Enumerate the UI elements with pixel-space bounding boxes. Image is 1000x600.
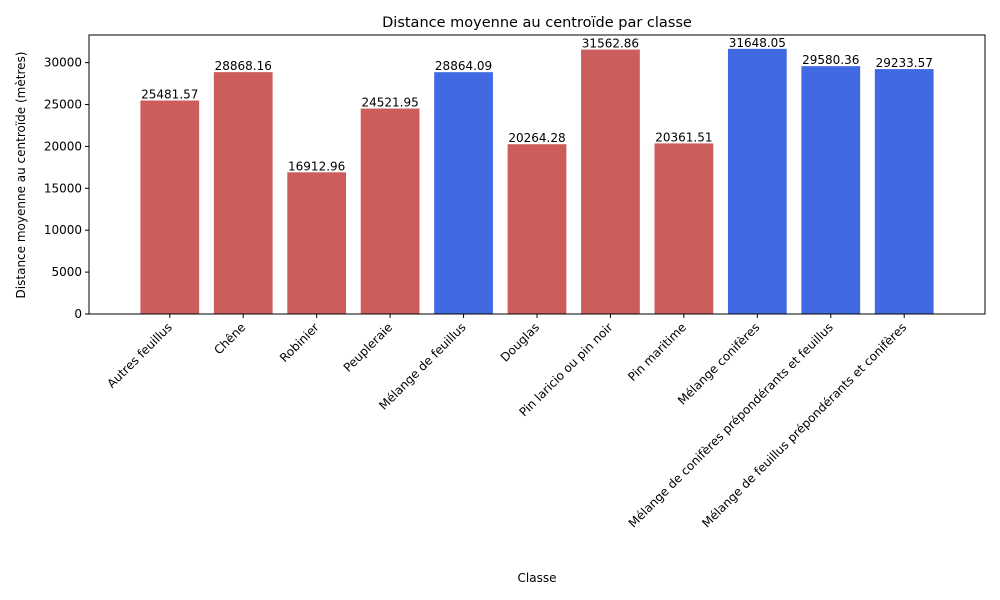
bar xyxy=(581,49,640,315)
y-axis: 0 5000 10000 15000 20000 25000 30000 xyxy=(44,56,89,321)
y-axis-title: Distance moyenne au centroïde (mètres) xyxy=(14,52,28,299)
x-axis: Autres feuillus Chêne Robinier Peupleraie Mé… xyxy=(104,314,909,530)
bar-value-label: 31648.05 xyxy=(729,36,786,50)
bar xyxy=(874,69,934,314)
bar-value-label: 28868.16 xyxy=(215,59,272,73)
data-labels-layer: 25481.57 28868.16 16912.96 24521.95 28864.09… xyxy=(141,36,933,173)
bar-value-label: 20361.51 xyxy=(655,130,712,144)
x-tick-label: Autres feuillus xyxy=(104,320,175,391)
x-axis-title: Classe xyxy=(518,571,557,585)
x-tick-label: Pin maritime xyxy=(625,320,689,384)
y-tick-label: 5000 xyxy=(51,265,82,279)
x-tick-label: Douglas xyxy=(498,320,542,364)
bar xyxy=(140,100,200,314)
bar-value-label: 25481.57 xyxy=(141,88,198,102)
x-tick-label: Chêne xyxy=(211,320,248,357)
bar xyxy=(654,143,714,314)
plot-frame xyxy=(88,34,986,315)
y-tick-label: 30000 xyxy=(44,56,82,70)
y-tick-label: 0 xyxy=(74,307,82,321)
bar xyxy=(213,72,273,315)
bar-value-label: 31562.86 xyxy=(582,37,639,51)
bars-layer xyxy=(140,48,934,315)
x-tick-label: Robinier xyxy=(277,320,322,365)
x-tick-label: Mélange conifères xyxy=(675,320,762,407)
bar xyxy=(434,72,493,314)
chart-title: Distance moyenne au centroïde par classe xyxy=(382,15,692,31)
bar xyxy=(360,108,420,314)
y-tick-label: 20000 xyxy=(44,139,82,153)
bar xyxy=(507,144,567,314)
bar-value-label: 28864.09 xyxy=(435,59,492,73)
bar xyxy=(727,48,787,314)
bar-value-label: 16912.96 xyxy=(288,159,345,173)
bar-value-label: 24521.95 xyxy=(361,96,418,110)
y-tick-label: 25000 xyxy=(44,98,82,112)
y-tick-label: 15000 xyxy=(44,181,82,195)
bar xyxy=(287,172,347,314)
y-tick-label: 10000 xyxy=(44,223,82,237)
bar xyxy=(801,66,861,314)
bar-value-label: 29580.36 xyxy=(802,53,859,67)
bar-value-label: 20264.28 xyxy=(508,131,565,145)
x-tick-label: Peupleraie xyxy=(341,320,396,375)
bar-value-label: 29233.57 xyxy=(876,56,933,70)
